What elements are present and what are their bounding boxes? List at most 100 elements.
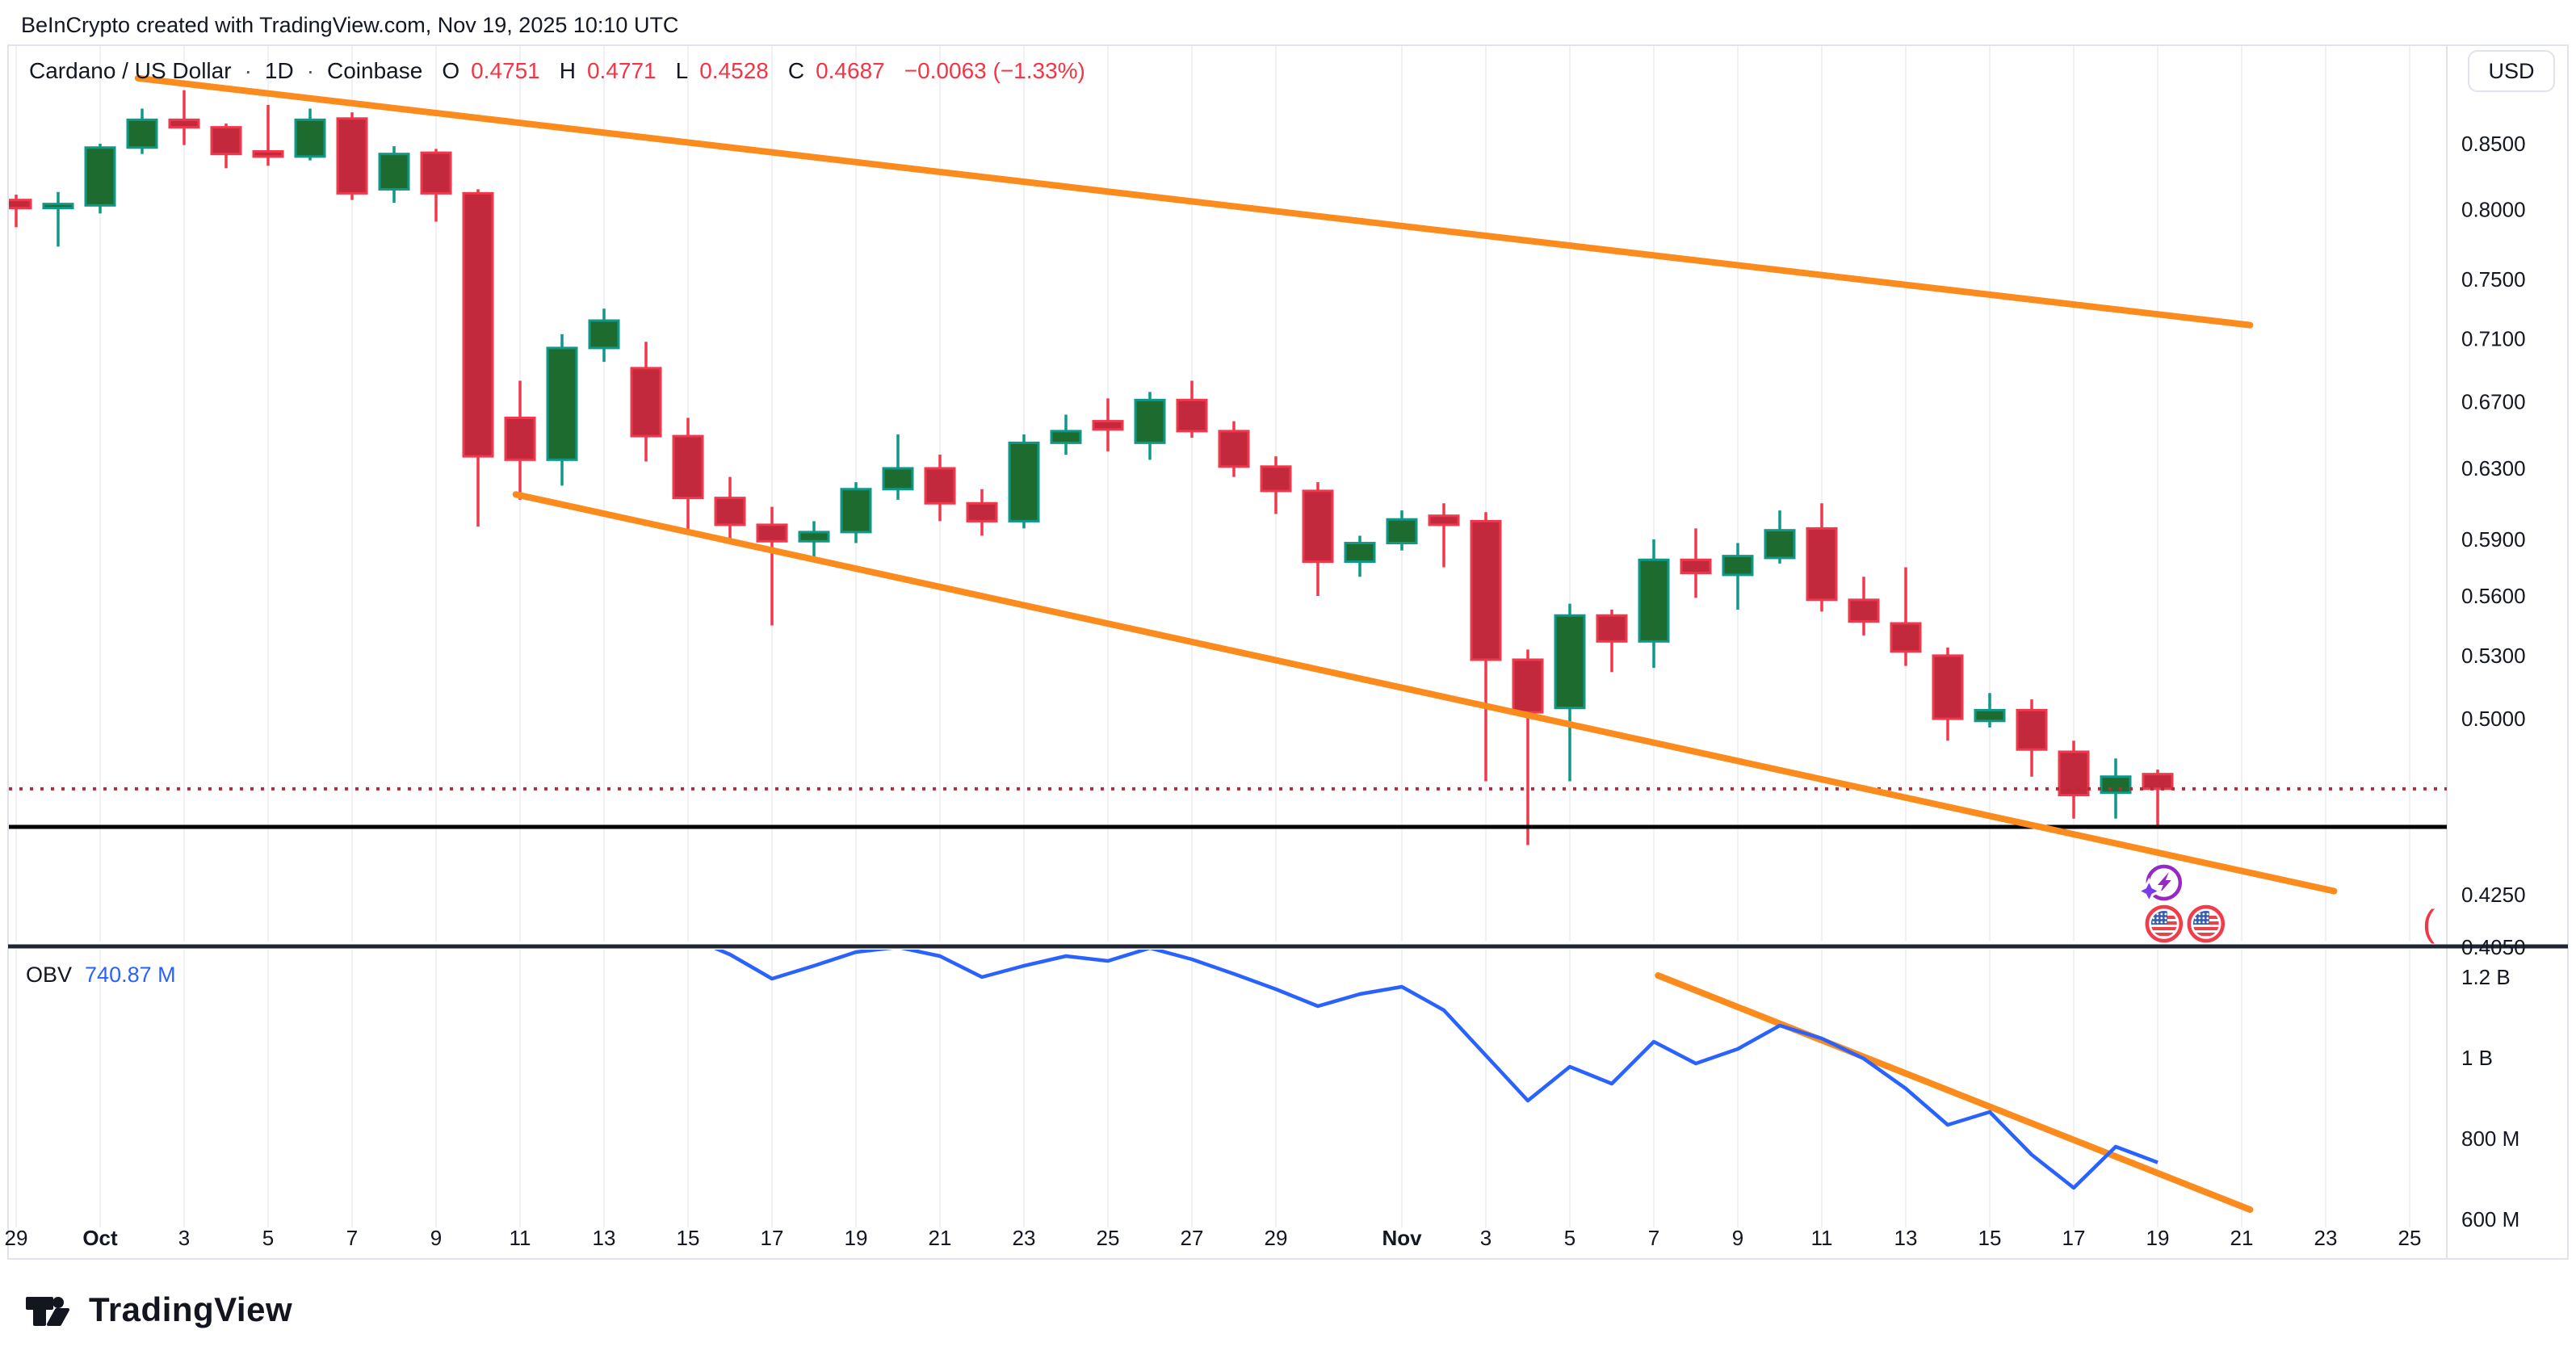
candle-oct-24 (1050, 414, 1082, 455)
time-axis[interactable]: 29 Oct 3 5 7 9 11 13 15 17 19 21 23 25 27 29 Nov 3 5 7 9 11 13… (5, 1226, 2422, 1250)
time-tick-label: 29 (1265, 1226, 1288, 1250)
exchange-name[interactable]: Coinbase (327, 58, 423, 83)
candle-oct-25 (1092, 398, 1124, 451)
candle-oct-28 (1218, 421, 1250, 477)
candle-oct-29 (1260, 456, 1292, 514)
candle-nov-12 (1848, 577, 1880, 636)
obv-tick-label: 800 M (2461, 1126, 2519, 1151)
time-tick-label: 13 (1894, 1226, 1918, 1250)
candle-oct-6 (294, 108, 326, 161)
obv-tick-label: 600 M (2461, 1207, 2519, 1231)
candle-oct-17 (756, 506, 788, 626)
trendline-1[interactable] (134, 74, 2254, 329)
low-value: 0.4528 (699, 58, 769, 83)
tradingview-logo[interactable]: TradingView (23, 1286, 292, 1334)
candle-oct-18 (798, 521, 830, 558)
candle-nov-11 (1806, 503, 1838, 612)
candle-nov-9 (1722, 543, 1754, 610)
trendline-3[interactable] (1655, 972, 2254, 1213)
price-tick-label: 0.6700 (2461, 389, 2526, 413)
time-tick-label: 5 (262, 1226, 274, 1250)
candle-oct-8 (378, 146, 410, 203)
last-price-axis-badge: 0.4687 13:49:13 (2445, 770, 2573, 821)
time-tick-label: 5 (1564, 1226, 1575, 1250)
tradingview-logo-icon (26, 1297, 69, 1326)
time-tick-label: 7 (346, 1226, 358, 1250)
time-tick-label: 21 (2230, 1226, 2254, 1250)
candle-oct-31 (1344, 535, 1376, 577)
candle-nov-2 (1428, 503, 1460, 568)
obv-indicator-row[interactable]: OBV 740.87 M (26, 963, 176, 988)
candle-oct-13 (588, 308, 620, 363)
candle-nov-3 (1470, 512, 1502, 782)
price-tick-label: 0.5900 (2461, 527, 2526, 552)
time-tick-label: 15 (1978, 1226, 2002, 1250)
widget-frame (7, 44, 2569, 1260)
open-value: 0.4751 (471, 58, 540, 83)
candle-oct-20 (882, 434, 914, 500)
candle-oct-3 (168, 90, 200, 145)
candle-oct-30 (1302, 482, 1334, 597)
time-tick-label: 9 (430, 1226, 442, 1250)
time-tick-label: 21 (929, 1226, 952, 1250)
time-tick-label: 17 (761, 1226, 784, 1250)
time-tick-label: 19 (2146, 1226, 2170, 1250)
candle-oct-14 (630, 342, 662, 462)
time-tick-label: 29 (5, 1226, 28, 1250)
candle-oct-10 (462, 189, 494, 527)
time-tick-label: 15 (677, 1226, 700, 1250)
close-value: 0.4687 (816, 58, 885, 83)
low-label: L (675, 58, 689, 83)
separator-dot: · (244, 58, 252, 83)
candle-oct-11 (504, 380, 536, 500)
obv-line (714, 950, 2159, 1190)
obv-axis[interactable]: 1.2 B 1 B 800 M 600 M (2461, 965, 2519, 1231)
obv-value: 740.87 M (85, 963, 176, 987)
flash-event-icon[interactable] (2135, 864, 2183, 905)
candle-nov-16 (2016, 699, 2048, 777)
candle-oct-16 (714, 476, 746, 539)
candlestick-series (9, 90, 2174, 845)
close-label: C (787, 58, 805, 83)
candle-oct-7 (336, 112, 368, 200)
gridlines (15, 46, 2410, 1227)
clipped-label-fragment: ( (2423, 902, 2435, 944)
high-label: H (559, 58, 576, 83)
candle-oct-26 (1134, 392, 1166, 460)
candle-nov-4 (1512, 649, 1544, 845)
time-tick-label: 11 (1811, 1226, 1833, 1250)
time-tick-label: 23 (1013, 1226, 1036, 1250)
obv-label: OBV (26, 963, 73, 987)
tradingview-logo-text: TradingView (89, 1290, 293, 1328)
symbol-title[interactable]: Cardano / US Dollar (29, 58, 232, 83)
price-tick-label: 0.5300 (2461, 644, 2526, 668)
candle-sep-30 (42, 191, 74, 247)
candle-nov-15 (1974, 693, 2006, 728)
candle-oct-22 (966, 489, 998, 536)
attribution-text: BeInCrypto created with TradingView.com,… (21, 13, 679, 37)
us-flag-event-icon[interactable] (2187, 904, 2226, 943)
price-tick-label: 0.8500 (2461, 132, 2526, 156)
candle-oct-2 (126, 108, 158, 154)
candle-nov-1 (1386, 510, 1418, 551)
us-flag-event-icon[interactable] (2145, 904, 2184, 943)
candle-oct-21 (924, 455, 956, 522)
trendline-2[interactable] (512, 491, 2338, 895)
interval-selector[interactable]: 1D (264, 58, 294, 83)
time-tick-label: 19 (845, 1226, 868, 1250)
trendlines[interactable] (134, 74, 2338, 1213)
time-tick-label: 17 (2062, 1226, 2086, 1250)
candle-nov-6 (1596, 609, 1628, 673)
candle-oct-23 (1008, 434, 1040, 529)
candle-oct-12 (546, 334, 578, 486)
currency-toggle-button[interactable]: USD (2468, 50, 2555, 92)
time-tick-label: 3 (178, 1226, 190, 1250)
price-axis[interactable]: 0.8500 0.8000 0.7500 0.7100 0.6700 0.6300 0.59… (2461, 132, 2526, 959)
candle-oct-4 (210, 123, 242, 169)
bar-countdown: 13:49:13 (2469, 797, 2549, 820)
time-tick-label: 9 (1732, 1226, 1743, 1250)
price-tick-label: 0.5000 (2461, 707, 2526, 731)
price-tick-label: 0.8000 (2461, 197, 2526, 221)
candle-nov-19 (2142, 770, 2174, 827)
